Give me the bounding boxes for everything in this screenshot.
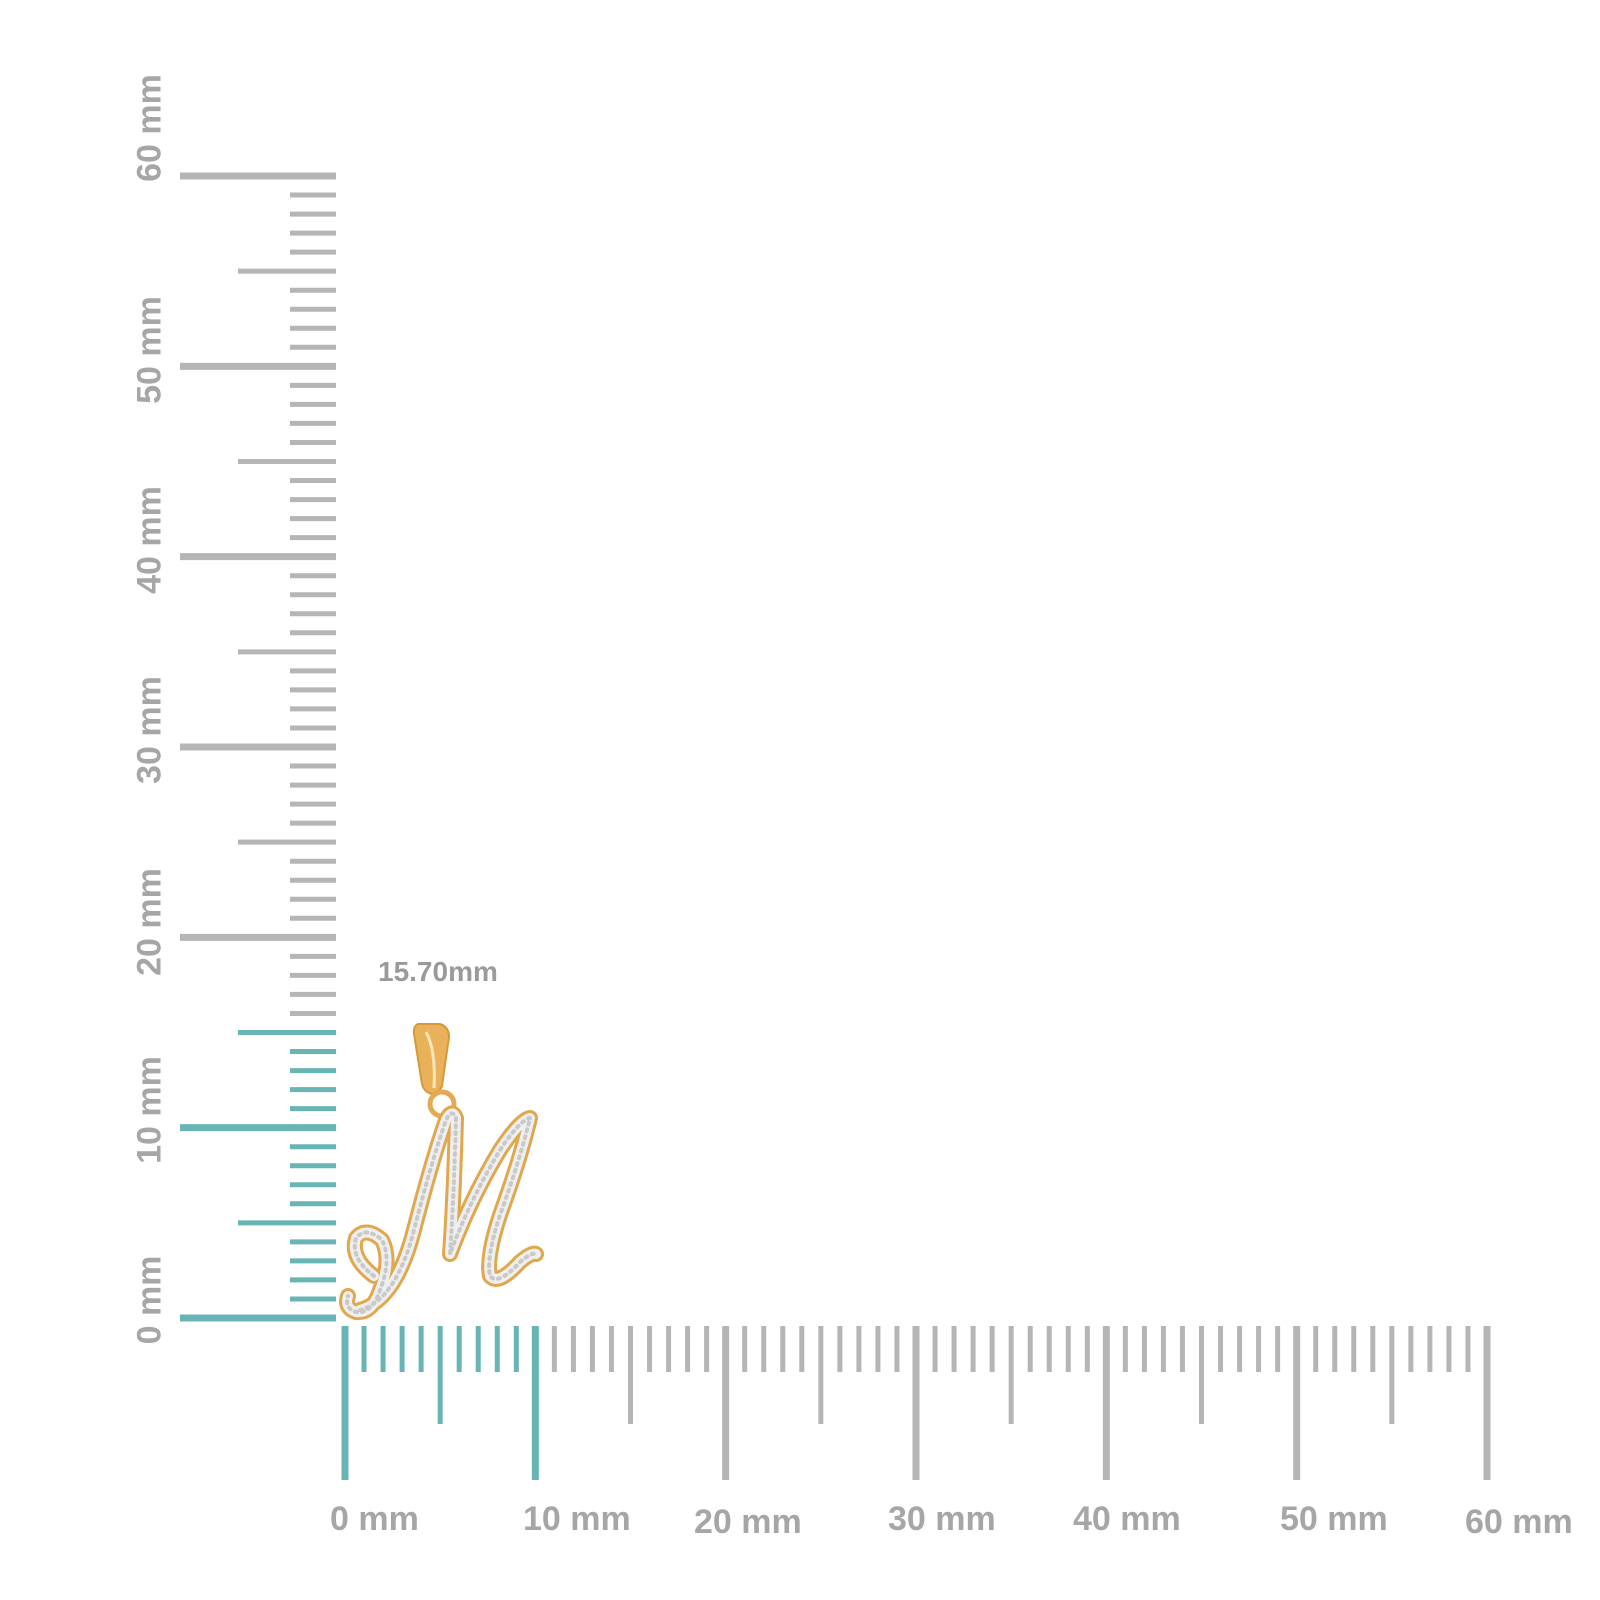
vertical-label-20: 20 mm bbox=[130, 868, 169, 976]
vertical-label-10: 10 mm bbox=[130, 1056, 169, 1164]
vertical-label-40: 40 mm bbox=[130, 486, 169, 594]
horizontal-label-10: 10 mm bbox=[523, 1500, 631, 1538]
horizontal-ruler bbox=[341, 1326, 1491, 1480]
horizontal-label-20: 20 mm bbox=[694, 1503, 802, 1541]
horizontal-label-60: 60 mm bbox=[1465, 1503, 1573, 1541]
horizontal-label-0: 0 mm bbox=[330, 1500, 419, 1538]
pendant-height-label: 15.70mm bbox=[378, 956, 498, 987]
vertical-label-50: 50 mm bbox=[130, 296, 169, 404]
letter-m-pendant-icon bbox=[339, 1023, 544, 1321]
horizontal-label-30: 30 mm bbox=[888, 1500, 996, 1538]
vertical-ruler bbox=[180, 172, 336, 1322]
horizontal-label-40: 40 mm bbox=[1073, 1500, 1181, 1538]
pendant-bail bbox=[412, 1023, 450, 1096]
vertical-label-60: 60 mm bbox=[130, 74, 169, 182]
vertical-label-0: 0 mm bbox=[130, 1255, 169, 1345]
horizontal-label-50: 50 mm bbox=[1280, 1500, 1388, 1538]
vertical-label-30: 30 mm bbox=[130, 676, 169, 784]
